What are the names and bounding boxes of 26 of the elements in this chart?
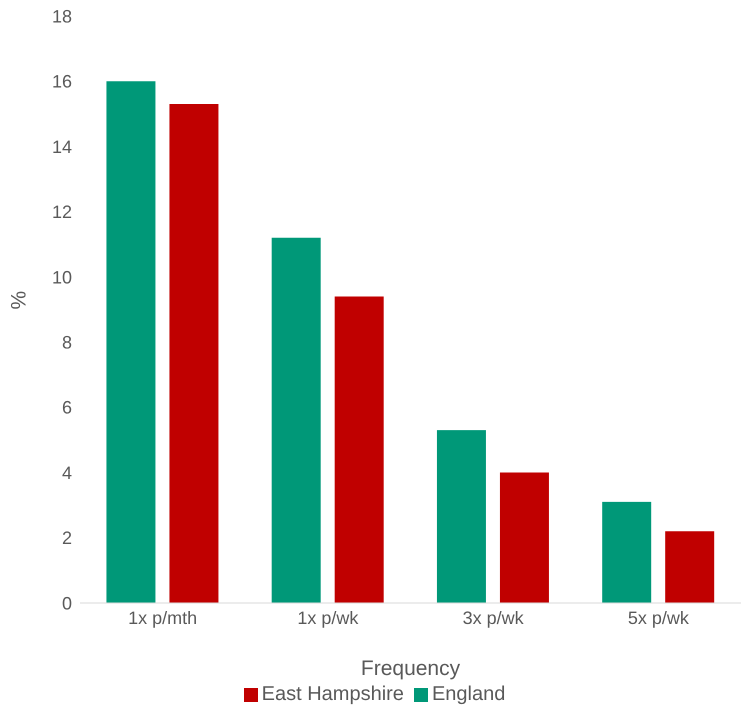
y-axis-title: % [7,290,30,310]
bar [106,81,156,603]
x-tick-label: 5x p/wk [628,608,690,628]
y-tick-label: 10 [52,267,72,288]
legend-label: East Hampshire [262,683,404,705]
bar [602,502,652,603]
bar [665,531,714,603]
bar [169,104,218,603]
legend-label: England [432,683,506,705]
y-tick-label: 16 [52,72,72,92]
y-tick-label: 2 [62,528,72,548]
x-tick-label: 3x p/wk [462,608,525,628]
y-tick-label: 18 [52,6,72,26]
x-tick-label: 1x p/wk [297,608,360,628]
y-tick-label: 0 [62,593,72,614]
bar [436,430,486,603]
y-tick-label: 12 [52,202,72,222]
bar [272,238,321,603]
bar [500,472,549,603]
y-tick-label: 8 [62,332,72,352]
y-tick-label: 6 [62,398,72,418]
y-tick-label: 4 [62,462,72,483]
y-tick-label: 14 [52,136,72,157]
x-axis-title: Frequency [360,657,461,680]
x-tick-label: 1x p/mth [128,608,198,628]
bar [334,296,384,603]
